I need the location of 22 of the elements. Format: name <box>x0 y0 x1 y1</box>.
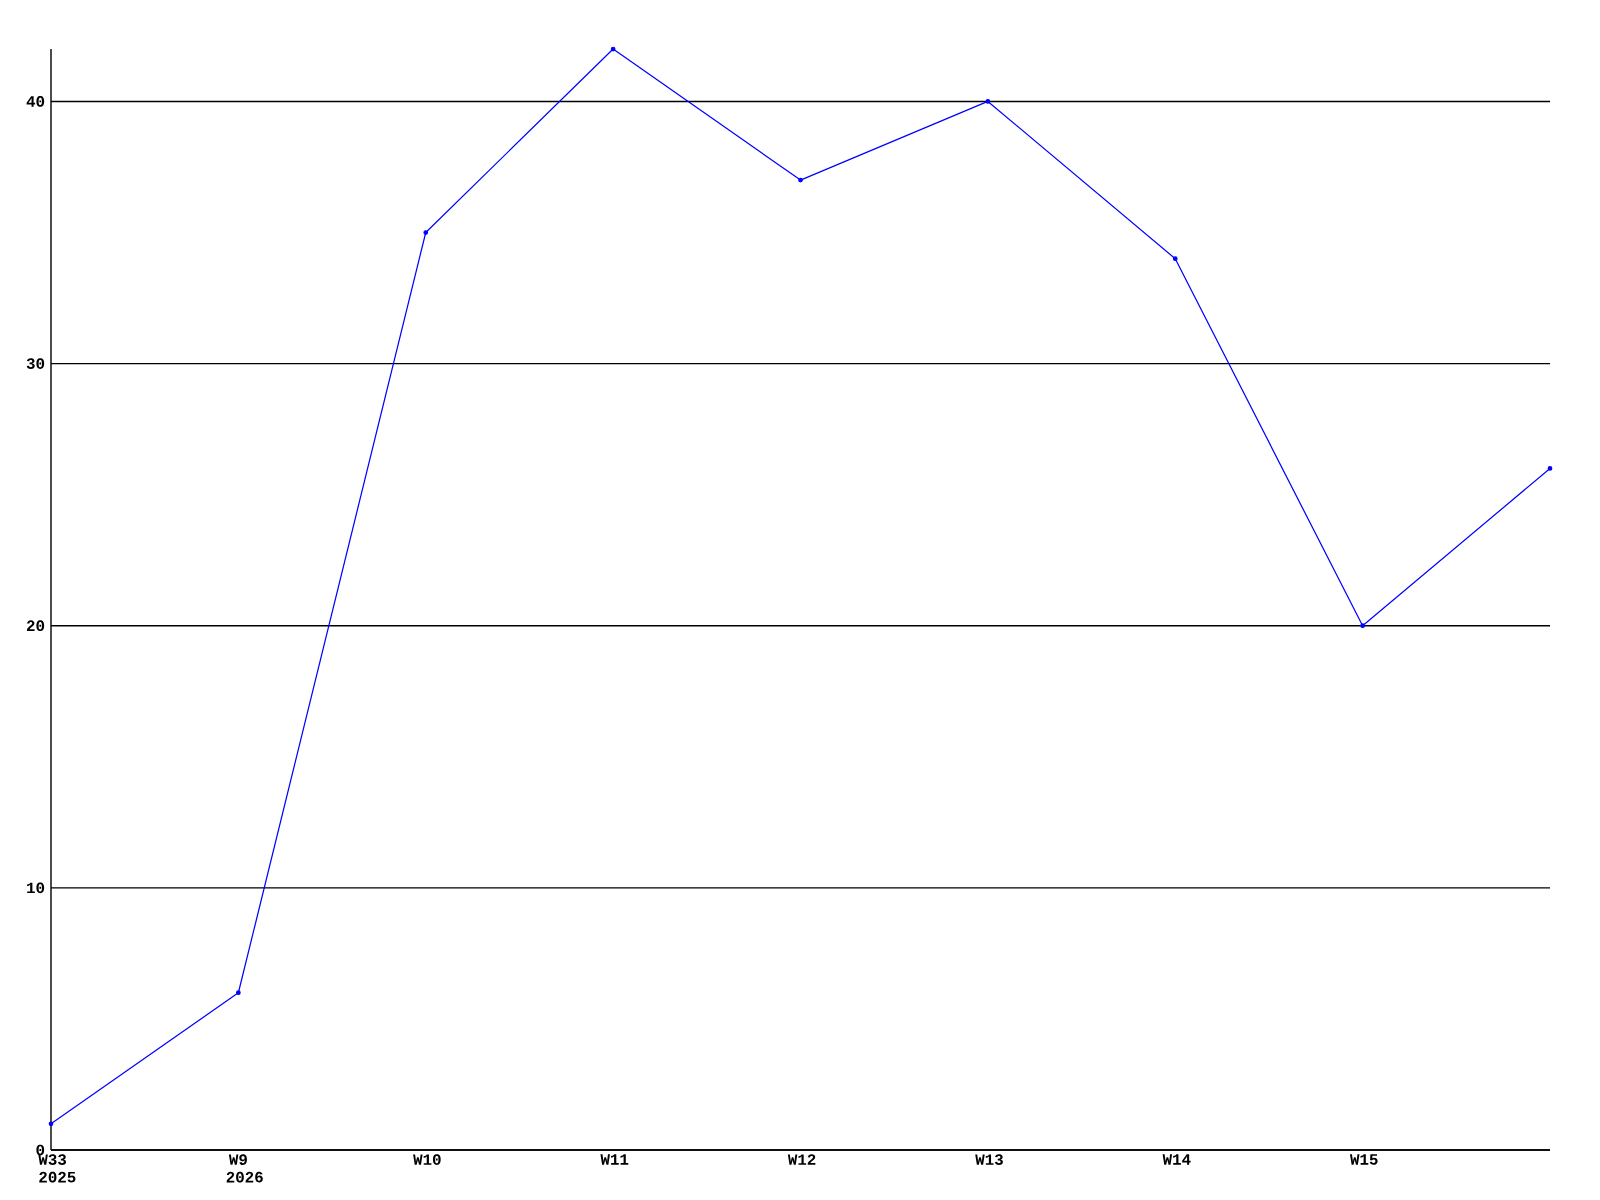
y-tick-label: 10 <box>27 882 45 894</box>
point <box>1360 623 1366 629</box>
point <box>985 99 991 104</box>
point <box>610 46 616 52</box>
x-tick-label: W10 <box>413 1154 441 1165</box>
point <box>798 177 803 183</box>
x-tick-label: W14 <box>1162 1154 1191 1165</box>
x-tick-label: W11 <box>600 1154 629 1165</box>
point <box>235 990 241 996</box>
y-tick-label: 0 <box>36 1144 45 1156</box>
x-tick-label: W9 2026 <box>226 1154 263 1183</box>
x-tick-label: W12 <box>787 1154 816 1165</box>
point <box>423 230 429 235</box>
y-tick-label: 20 <box>26 620 45 632</box>
y-tick-label: 40 <box>26 96 45 107</box>
x-tick-label: W13 <box>975 1154 1003 1165</box>
x-tick-label: W33 2025 <box>38 1154 76 1183</box>
y-tick-label: 30 <box>26 358 45 369</box>
x-tick-label: W15 <box>1349 1154 1378 1165</box>
point <box>1172 256 1178 262</box>
point <box>48 1121 54 1127</box>
point <box>1547 466 1553 471</box>
